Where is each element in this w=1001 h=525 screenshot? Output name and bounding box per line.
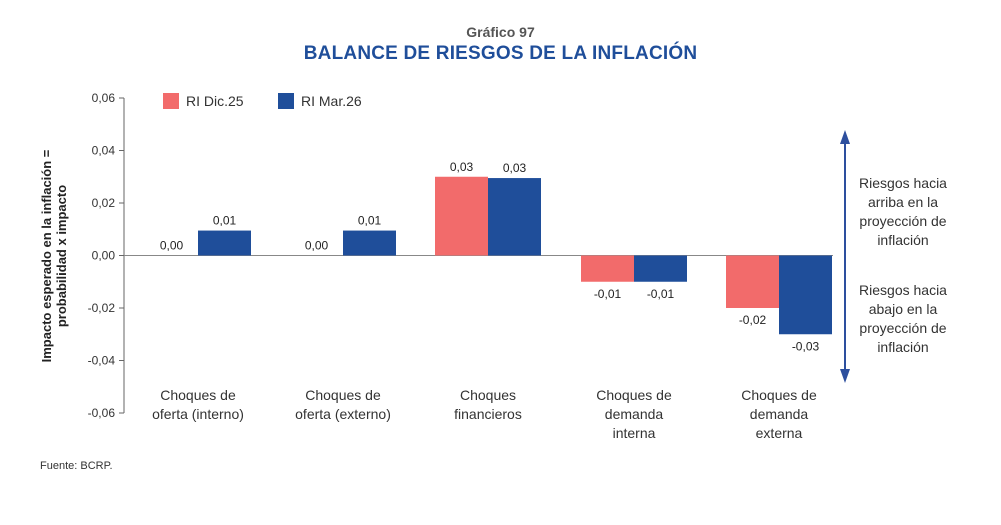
y-tick-label: -0,02 (88, 301, 116, 315)
data-label: -0,01 (647, 287, 675, 301)
bar-1 (726, 255, 779, 308)
legend-swatch-1 (163, 93, 179, 109)
y-axis-title-line-2: probabilidad x impacto (54, 185, 69, 327)
arrow-up-icon (840, 130, 850, 144)
upside-risk-note: Riesgos hacia (859, 175, 947, 191)
bar-1 (581, 255, 634, 282)
upside-risk-note: proyección de (859, 213, 946, 229)
category-label: externa (756, 425, 803, 441)
y-tick-label: 0,00 (92, 249, 116, 263)
data-label: 0,03 (503, 161, 527, 175)
chart-title: BALANCE DE RIESGOS DE LA INFLACIÓN (303, 43, 698, 64)
bar-2 (198, 230, 251, 256)
legend-label-1: RI Dic.25 (186, 93, 244, 109)
data-label: 0,00 (160, 239, 184, 253)
data-label: 0,00 (305, 239, 329, 253)
category-label: Choques de (741, 387, 817, 403)
data-label: -0,01 (594, 287, 622, 301)
category-label: Choques de (596, 387, 672, 403)
y-tick-label: -0,06 (88, 406, 116, 420)
y-axis-title-line-1: Impacto esperado en la inflación = (39, 149, 54, 362)
upside-risk-note: inflación (877, 232, 928, 248)
bar-2 (343, 230, 396, 256)
bar-2 (779, 255, 832, 335)
data-label: -0,02 (739, 313, 767, 327)
upside-risk-note: arriba en la (868, 194, 938, 210)
y-tick-label: 0,06 (92, 91, 116, 105)
category-label: Choques de (305, 387, 381, 403)
downside-risk-note: abajo en la (869, 301, 938, 317)
source-note: Fuente: BCRP. (40, 460, 113, 472)
downside-risk-note: inflación (877, 339, 928, 355)
data-label: 0,01 (213, 214, 237, 228)
bar-2 (488, 178, 541, 256)
category-label: financieros (454, 406, 522, 422)
downside-risk-note: proyección de (859, 320, 946, 336)
data-label: -0,03 (792, 339, 820, 353)
chart-subtitle: Gráfico 97 (466, 24, 535, 40)
bar-2 (634, 255, 687, 282)
downside-risk-note: Riesgos hacia (859, 282, 947, 298)
y-tick-label: 0,02 (92, 196, 116, 210)
category-label: oferta (interno) (152, 406, 244, 422)
legend-swatch-2 (278, 93, 294, 109)
y-tick-label: 0,04 (92, 144, 116, 158)
category-label: Choques de (160, 387, 236, 403)
legend-label-2: RI Mar.26 (301, 93, 362, 109)
category-label: oferta (externo) (295, 406, 391, 422)
data-label: 0,01 (358, 214, 382, 228)
category-label: demanda (750, 406, 809, 422)
data-label: 0,03 (450, 160, 474, 174)
category-label: demanda (605, 406, 664, 422)
category-label: interna (613, 425, 656, 441)
y-tick-label: -0,04 (88, 354, 116, 368)
category-label: Choques (460, 387, 516, 403)
arrow-down-icon (840, 369, 850, 383)
bar-1 (435, 176, 488, 256)
